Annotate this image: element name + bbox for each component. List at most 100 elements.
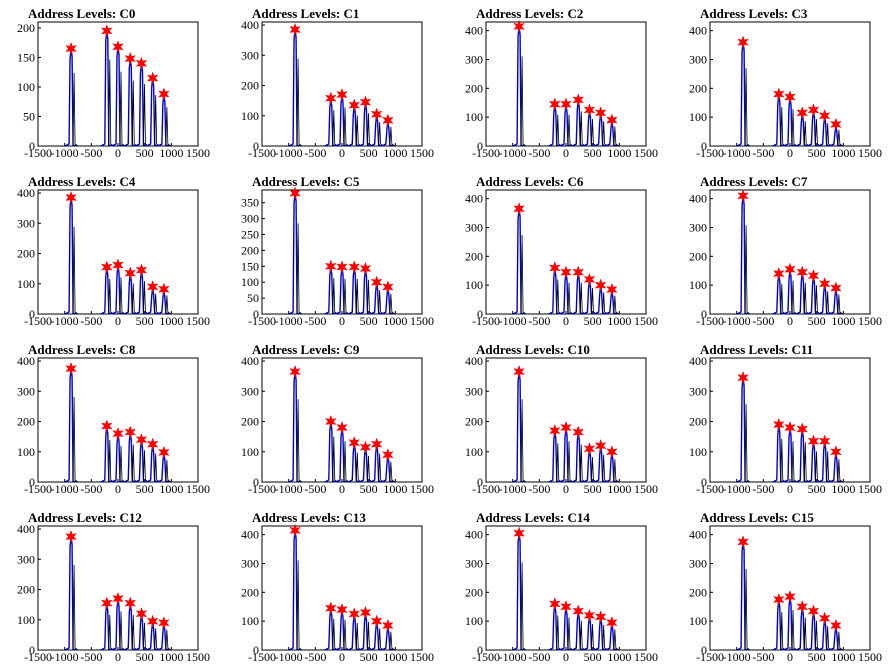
y-tick-label: 300: [465, 556, 483, 570]
secondary-curve: [332, 110, 339, 147]
x-tick-label: 1500: [858, 146, 882, 160]
plot-frame: [485, 525, 647, 651]
y-tick-label: 50: [247, 291, 259, 305]
x-tick-label: -500: [304, 146, 326, 160]
peak-marker: [772, 592, 785, 607]
y-tick-label: 0: [29, 139, 35, 153]
secondary-curve: [567, 441, 574, 483]
x-tick-label: -1000: [499, 146, 527, 160]
chart-panel-c6: Address Levels: C6 -1500 -1000 -500 0 500 1000…: [448, 168, 672, 336]
chart-svg: Address Levels: C8-1500-1000 -500 0 500 1000…: [17, 342, 210, 496]
chart-svg: Address Levels: C7-1500-1000 -500 0 500 1000…: [689, 174, 882, 328]
x-tick-label: -1500: [472, 146, 500, 160]
y-tick-label: 100: [17, 445, 35, 459]
y-tick-label: 150: [17, 50, 35, 64]
secondary-curve: [837, 459, 844, 483]
peak-marker: [807, 434, 820, 448]
peak-marker: [158, 282, 170, 296]
chart-title: Address Levels: C5: [252, 174, 360, 189]
secondary-curve: [780, 612, 787, 651]
secondary-curve: [389, 631, 396, 651]
peak-marker: [737, 535, 749, 549]
secondary-curve: [119, 277, 126, 315]
secondary-curve: [165, 107, 172, 147]
x-tick-label: 500: [136, 314, 154, 328]
secondary-curve: [378, 628, 384, 651]
y-tick-label: 100: [17, 80, 35, 94]
chart-svg: Address Levels: C14 -1500-1000 -500 0 500 100…: [465, 510, 658, 664]
secondary-curve: [119, 445, 126, 483]
secondary-curve: [602, 292, 608, 315]
x-tick-label: -500: [80, 650, 102, 664]
y-tick-label: 0: [253, 139, 259, 153]
chart-panel-c3: Address Levels: C3 -1500 -1000 -500 0 500 1000…: [672, 0, 896, 168]
y-tick-label: 0: [477, 139, 483, 153]
x-tick-label: 500: [808, 314, 826, 328]
peak-marker: [572, 265, 585, 279]
secondary-curve: [355, 115, 362, 147]
peak-marker: [606, 113, 618, 127]
x-tick-label: 1500: [634, 146, 658, 160]
peak-marker: [65, 361, 77, 376]
chart-panel-c12: Address Levels: C12 -1500 -1000 -500 0 500 100…: [0, 504, 224, 672]
secondary-curve: [744, 568, 751, 651]
peak-marker: [818, 276, 831, 291]
x-tick-label: 0: [115, 650, 121, 664]
y-tick-label: 200: [241, 585, 259, 599]
x-tick-label: 1000: [607, 146, 631, 160]
secondary-curve: [567, 282, 574, 315]
y-tick-label: 100: [465, 614, 483, 628]
y-tick-label: 100: [241, 109, 259, 123]
peak-marker: [560, 599, 572, 614]
x-tick-label: -1000: [723, 314, 751, 328]
y-tick-label: 200: [17, 21, 35, 35]
peak-marker: [382, 280, 394, 294]
x-tick-label: -500: [752, 650, 774, 664]
x-tick-label: -1500: [24, 650, 52, 664]
peak-marker: [135, 432, 148, 447]
y-tick-label: 0: [253, 643, 259, 657]
x-tick-label: 0: [339, 146, 345, 160]
x-tick-label: 1000: [383, 650, 407, 664]
peak-marker: [112, 591, 124, 606]
peak-marker: [112, 40, 124, 54]
secondary-curve: [780, 283, 787, 315]
x-tick-label: 1500: [410, 482, 434, 496]
secondary-curve: [556, 114, 563, 147]
peak-marker: [100, 260, 113, 274]
plot-frame: [261, 525, 423, 651]
secondary-curve: [556, 279, 563, 315]
peak-marker: [796, 106, 809, 120]
peak-marker: [548, 261, 561, 275]
chart-panel-c1: Address Levels: C1 -1500 -1000 -500 0 500 1000…: [224, 0, 448, 168]
secondary-curve: [119, 71, 126, 147]
plot-frame: [485, 357, 647, 483]
secondary-curve: [154, 95, 160, 147]
x-tick-label: 1500: [858, 482, 882, 496]
secondary-curve: [108, 278, 115, 315]
secondary-curve: [131, 444, 138, 483]
x-tick-label: 1500: [410, 650, 434, 664]
peak-marker: [548, 597, 561, 611]
peak-marker: [289, 22, 301, 37]
peak-marker: [513, 201, 525, 216]
chart-svg: Address Levels: C5-1500-1000 -500 0 500 1000…: [241, 174, 434, 328]
secondary-curve: [826, 291, 832, 315]
y-tick-label: 300: [241, 556, 259, 570]
secondary-curve: [837, 294, 844, 315]
secondary-curve: [780, 107, 787, 147]
peak-marker: [336, 602, 348, 617]
chart-svg: Address Levels: C2-1500-1000 -500 0 500 1000…: [465, 6, 658, 160]
chart-title: Address Levels: C0: [28, 6, 135, 21]
secondary-curve: [389, 126, 396, 147]
y-tick-label: 0: [701, 139, 707, 153]
secondary-curve: [367, 113, 373, 147]
peak-marker: [830, 444, 842, 459]
secondary-curve: [131, 614, 138, 651]
peak-marker: [796, 422, 809, 436]
y-tick-label: 100: [689, 445, 707, 459]
secondary-curve: [591, 624, 597, 651]
x-tick-label: 500: [360, 650, 378, 664]
y-tick-label: 0: [253, 475, 259, 489]
x-tick-label: -1500: [696, 314, 724, 328]
